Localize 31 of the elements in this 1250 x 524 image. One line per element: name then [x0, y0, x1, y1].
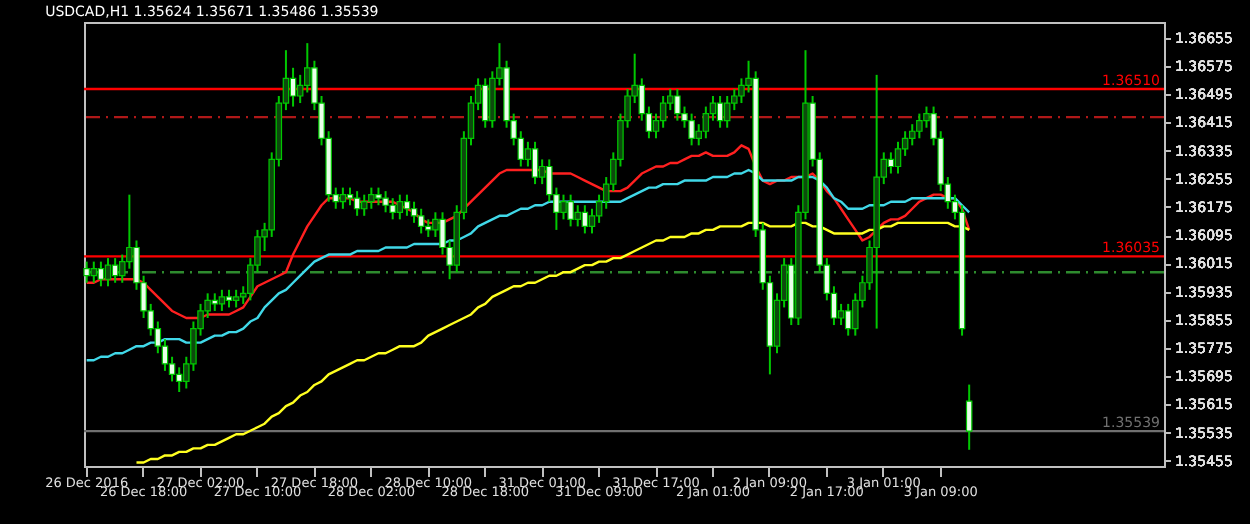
candlestick [289, 66, 297, 108]
candlestick [360, 193, 368, 217]
candlestick [83, 260, 90, 284]
candlestick [481, 77, 489, 129]
candlestick [396, 193, 404, 221]
candlestick [104, 257, 112, 288]
candlestick [887, 151, 895, 175]
candlestick [382, 190, 389, 214]
candlestick [574, 204, 582, 228]
candlestick [716, 95, 724, 129]
candlestick [581, 204, 589, 235]
candlestick [916, 112, 923, 140]
candlestick [560, 193, 567, 221]
candlestick [674, 87, 681, 122]
candlestick [97, 260, 105, 288]
candlestick [723, 95, 731, 129]
candlestick [90, 260, 98, 284]
candlestick [531, 140, 539, 186]
candlestick [368, 186, 375, 210]
line-series [135, 221, 971, 464]
candlestick [403, 193, 411, 217]
candlestick [339, 186, 347, 210]
candlestick [417, 207, 425, 235]
line-series [85, 168, 971, 362]
candlestick [111, 257, 119, 284]
candlestick [218, 288, 226, 312]
candlestick [688, 112, 695, 147]
candlestick [389, 197, 396, 221]
candlestick [844, 302, 852, 337]
candlestick [965, 383, 973, 451]
candlestick [567, 193, 574, 228]
